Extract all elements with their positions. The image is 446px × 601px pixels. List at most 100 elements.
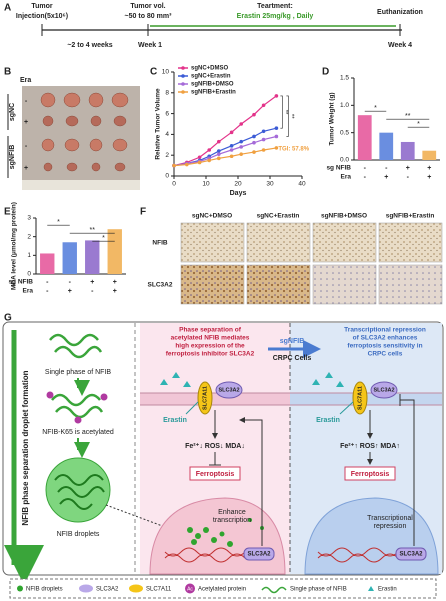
timeline-label: ~2 to 4 weeks <box>67 42 112 49</box>
stage-label: NFIB droplets <box>57 531 100 538</box>
feedback-arrow <box>239 417 263 546</box>
series-line <box>173 95 277 167</box>
heading-line: Transcriptional repression <box>344 327 426 334</box>
nucleus-label: transcription <box>213 517 251 524</box>
tumor <box>88 92 104 108</box>
protein-label: SLC7A11 <box>202 386 208 410</box>
row-sign: + <box>384 174 388 181</box>
legend-label: SLC7A11 <box>146 587 172 593</box>
data-point <box>274 134 279 139</box>
row-label: Era <box>341 174 352 181</box>
nfib-acetylated <box>51 393 104 419</box>
row-sign: + <box>427 174 431 181</box>
row-sign: + <box>113 279 117 286</box>
data-point <box>207 158 211 163</box>
ihc-panel: sgNC+DMSO sgNC+Erastin sgNFIB+DMSO sgNFIB+E… <box>148 213 443 305</box>
side-label: NFIB phase separation droplet formation <box>21 370 30 525</box>
bar <box>357 115 372 160</box>
tumor <box>91 162 101 172</box>
y-tick-label: 0.0 <box>340 157 349 164</box>
significance-bracket <box>280 95 283 129</box>
tumor <box>112 138 128 152</box>
timeline-label: Euthanization <box>377 9 423 16</box>
panel-label: F <box>140 207 146 218</box>
bar <box>379 132 394 160</box>
heading-line: ferroptosis sensitivity in <box>347 343 422 350</box>
row-sign: + <box>68 288 72 295</box>
tumor <box>89 138 103 152</box>
photo-sign: + <box>24 165 28 172</box>
data-point <box>252 150 256 154</box>
tumor <box>114 162 126 172</box>
y-tick-label: 0 <box>165 173 169 180</box>
x-tick-label: 30 <box>266 181 274 188</box>
slc7a11 <box>197 381 213 415</box>
row-sign: - <box>385 165 388 172</box>
legend-symbol <box>185 583 195 594</box>
timeline: Tumor Injection(5x10⁶) Tumor vol. ~50 to… <box>16 3 423 49</box>
y-tick-label: 1.0 <box>340 102 349 109</box>
data-point <box>261 137 266 142</box>
row-sign: - <box>364 165 367 172</box>
outcome-label: Ferroptosis <box>196 471 235 478</box>
annotation: * <box>374 105 377 112</box>
bar <box>62 242 77 274</box>
level-label: Fe²⁺↑ ROS↑ MDA↑ <box>340 443 400 450</box>
x-tick-label: 10 <box>202 181 210 188</box>
y-tick-label: 2 <box>27 233 31 240</box>
annotation: ** <box>282 110 288 115</box>
ihc-image <box>312 264 377 305</box>
annotation: * <box>102 235 105 242</box>
data-point <box>172 163 176 168</box>
timeline-label: Tumor vol. <box>130 3 165 10</box>
mechanism-diagram: NFIB phase separation droplet formation … <box>2 321 444 599</box>
ihc-column-label: sgNFIB+DMSO <box>321 213 367 220</box>
gene-label: SLC3A2 <box>399 552 423 558</box>
series-line <box>173 135 277 167</box>
tumor <box>113 115 127 127</box>
bar <box>107 229 122 274</box>
data-point <box>217 149 221 153</box>
tumor <box>90 115 102 127</box>
series-line <box>173 127 277 167</box>
tumor <box>111 92 129 108</box>
row-sign: + <box>113 288 117 295</box>
gene-label: SLC3A2 <box>247 552 271 558</box>
row-sign: - <box>46 288 49 295</box>
legend-symbol <box>129 584 143 593</box>
panel-label: E <box>4 207 11 218</box>
heading-line: high expression of the <box>175 343 245 350</box>
data-point <box>185 162 189 167</box>
row-sign: + <box>427 165 431 172</box>
heading-line: acetylated NFIB mediates <box>171 335 250 342</box>
panel-label: C <box>150 67 157 78</box>
legend-marker <box>181 66 185 70</box>
data-point <box>261 129 266 134</box>
legend-label: sgNC+DMSO <box>191 66 229 72</box>
data-point <box>252 134 256 139</box>
acetyl-dot <box>100 393 108 401</box>
arrow-label: sgNFIB <box>280 338 305 345</box>
ihc-column-label: sgNC+Erastin <box>257 213 300 220</box>
data-point <box>252 140 256 145</box>
timeline-label: Erastin 25mg/kg , Daily <box>237 13 314 20</box>
ihc-image <box>378 222 443 263</box>
y-tick-label: 6 <box>165 110 169 117</box>
slc3a2 <box>215 381 243 399</box>
stage-label: NFIB-K65 is acetylated <box>42 429 114 436</box>
legend-symbol <box>261 586 287 594</box>
annotation: ** <box>405 113 411 120</box>
inhibit-line <box>339 401 354 415</box>
gene-box <box>243 547 275 561</box>
data-point <box>217 139 221 144</box>
photo-sign: - <box>25 143 28 150</box>
droplet-content <box>54 474 105 510</box>
ihc-image <box>378 264 443 305</box>
data-point <box>207 148 211 152</box>
ihc-image <box>180 264 245 305</box>
panel-label: G <box>4 313 12 324</box>
legend-label: sgNC+Erastin <box>191 74 231 80</box>
data-point <box>239 139 243 144</box>
nfib-droplet <box>45 457 111 523</box>
